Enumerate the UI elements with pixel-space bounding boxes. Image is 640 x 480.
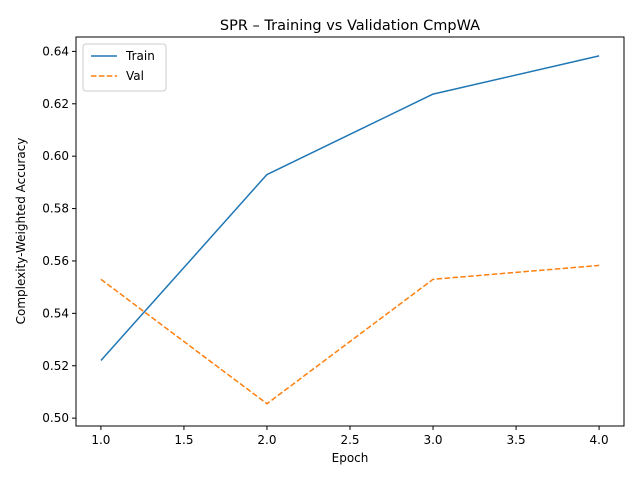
x-axis-label: Epoch (332, 451, 369, 465)
y-axis-label: Complexity-Weighted Accuracy (14, 138, 28, 325)
x-tick-label: 1.0 (91, 433, 110, 447)
x-tick-label: 3.0 (423, 433, 442, 447)
legend-label-val: Val (126, 69, 144, 83)
series-lines (100, 55, 600, 405)
chart-title: SPR – Training vs Validation CmpWA (220, 18, 480, 34)
y-tick-label: 0.56 (42, 254, 69, 268)
x-tick-label: 1.5 (174, 433, 193, 447)
y-tick-label: 0.54 (42, 306, 69, 320)
legend: Train Val (82, 43, 167, 92)
x-tick-label: 3.5 (507, 433, 526, 447)
series-line-train (100, 55, 600, 362)
legend-label-train: Train (125, 49, 155, 63)
y-tick-label: 0.62 (42, 97, 69, 111)
y-tick-label: 0.60 (42, 149, 69, 163)
y-tick-label: 0.52 (42, 359, 69, 373)
x-tick-label: 2.5 (340, 433, 359, 447)
y-tick-label: 0.58 (42, 202, 69, 216)
y-tick-label: 0.50 (42, 411, 69, 425)
x-tick-label: 4.0 (590, 433, 609, 447)
plot-frame (75, 36, 625, 427)
y-tick-label: 0.64 (42, 44, 69, 58)
ticks-layer: 1.0 1.5 2.0 2.5 3.0 3.5 4.0 0.50 0.52 0.54 0.56 0.5… (42, 44, 608, 447)
x-tick-label: 2.0 (257, 433, 276, 447)
series-line-val (100, 264, 600, 405)
